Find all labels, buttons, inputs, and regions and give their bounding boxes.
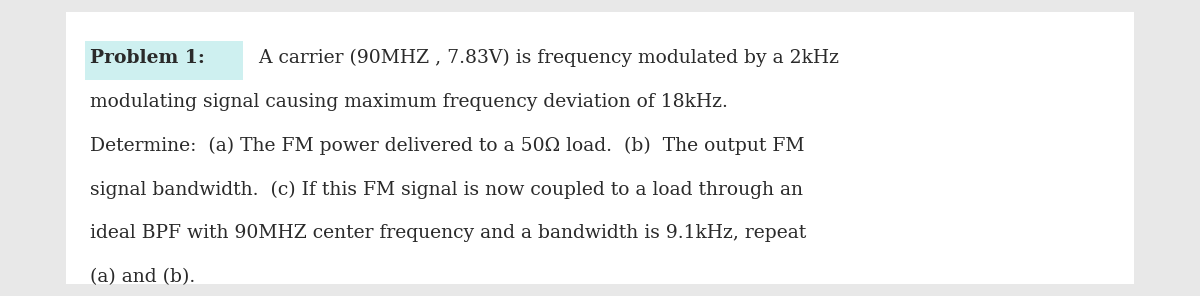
Text: (a) and (b).: (a) and (b). xyxy=(90,268,196,286)
FancyBboxPatch shape xyxy=(66,12,1134,284)
Text: modulating signal causing maximum frequency deviation of 18kHz.: modulating signal causing maximum freque… xyxy=(90,93,728,111)
FancyBboxPatch shape xyxy=(85,41,244,80)
Text: signal bandwidth.  (c) If this FM signal is now coupled to a load through an: signal bandwidth. (c) If this FM signal … xyxy=(90,180,803,199)
Text: Determine:  (a) The FM power delivered to a 50Ω load.  (b)  The output FM: Determine: (a) The FM power delivered to… xyxy=(90,136,804,155)
Text: ideal BPF with 90MHZ center frequency and a bandwidth is 9.1kHz, repeat: ideal BPF with 90MHZ center frequency an… xyxy=(90,224,806,242)
Text: A carrier (90MHZ , 7.83V) is frequency modulated by a 2kHz: A carrier (90MHZ , 7.83V) is frequency m… xyxy=(253,49,839,67)
Text: Problem 1:: Problem 1: xyxy=(90,49,205,67)
